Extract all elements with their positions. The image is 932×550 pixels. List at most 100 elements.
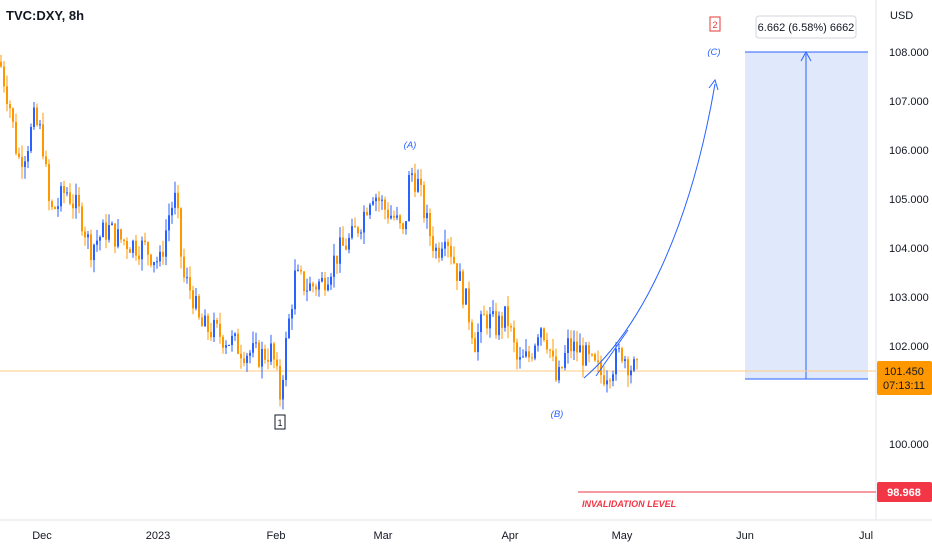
candle-down bbox=[129, 249, 131, 253]
x-tick-label: Apr bbox=[501, 530, 518, 542]
candle-up bbox=[66, 192, 68, 194]
candle-up bbox=[633, 359, 635, 371]
candle-up bbox=[435, 247, 437, 251]
candle-up bbox=[228, 345, 230, 347]
candle-up bbox=[441, 248, 443, 258]
candle-up bbox=[333, 255, 335, 277]
candle-up bbox=[498, 315, 500, 336]
candle-up bbox=[444, 241, 446, 249]
candle-up bbox=[417, 178, 419, 192]
candle-down bbox=[114, 223, 116, 247]
candle-down bbox=[531, 357, 533, 359]
candle-down bbox=[81, 206, 83, 232]
candle-down bbox=[198, 296, 200, 318]
candle-down bbox=[507, 306, 509, 327]
trendline[interactable] bbox=[595, 329, 629, 377]
y-axis-unit: USD bbox=[890, 10, 913, 22]
x-tick-label: Mar bbox=[374, 530, 393, 542]
candle-down bbox=[6, 86, 8, 105]
candle-up bbox=[60, 186, 62, 207]
candle-up bbox=[117, 229, 119, 247]
candle-up bbox=[411, 173, 413, 175]
candle-down bbox=[177, 192, 179, 209]
candle-up bbox=[93, 244, 95, 261]
candle-down bbox=[219, 323, 221, 337]
candle-down bbox=[501, 315, 503, 328]
candle-down bbox=[144, 240, 146, 243]
candle-down bbox=[549, 349, 551, 351]
candle-up bbox=[249, 352, 251, 356]
candle-down bbox=[54, 207, 56, 209]
candle-down bbox=[414, 173, 416, 192]
candle-down bbox=[432, 236, 434, 251]
candle-down bbox=[135, 240, 137, 256]
candle-down bbox=[183, 256, 185, 278]
candle-down bbox=[387, 209, 389, 219]
svg-text:98.968: 98.968 bbox=[887, 487, 921, 499]
candle-down bbox=[192, 290, 194, 309]
candle-down bbox=[150, 254, 152, 266]
candle-down bbox=[402, 223, 404, 230]
candle-down bbox=[582, 345, 584, 366]
wave-label-1: 1 bbox=[274, 414, 286, 430]
y-tick-label: 108.000 bbox=[889, 47, 929, 59]
candle-down bbox=[9, 104, 11, 109]
candle-up bbox=[612, 374, 614, 381]
candle-up bbox=[372, 201, 374, 205]
candle-up bbox=[108, 225, 110, 240]
candle-down bbox=[543, 328, 545, 341]
candle-down bbox=[207, 315, 209, 333]
candle-up bbox=[579, 345, 581, 353]
candle-down bbox=[324, 277, 326, 291]
candle-up bbox=[585, 345, 587, 366]
forecast-curve[interactable] bbox=[583, 83, 716, 379]
candle-down bbox=[342, 237, 344, 246]
candle-down bbox=[594, 354, 596, 361]
candle-down bbox=[69, 192, 71, 204]
candle-up bbox=[297, 269, 299, 271]
candle-up bbox=[225, 345, 227, 348]
candle-down bbox=[303, 271, 305, 292]
candle-up bbox=[168, 215, 170, 231]
candle-up bbox=[213, 319, 215, 338]
candle-up bbox=[381, 199, 383, 201]
candle-up bbox=[405, 221, 407, 230]
candle-down bbox=[621, 348, 623, 362]
candle-up bbox=[477, 332, 479, 353]
y-tick-label: 100.000 bbox=[889, 439, 929, 451]
candle-down bbox=[591, 354, 593, 356]
candle-up bbox=[132, 240, 134, 253]
candle-down bbox=[84, 231, 86, 238]
wave-label-2: 2 bbox=[709, 16, 721, 32]
candle-up bbox=[318, 281, 320, 290]
candle-up bbox=[294, 270, 296, 310]
candle-down bbox=[345, 245, 347, 250]
candle-down bbox=[120, 229, 122, 240]
candle-up bbox=[504, 306, 506, 328]
candle-up bbox=[339, 237, 341, 264]
candle-down bbox=[420, 178, 422, 185]
forecast-arrow-head bbox=[708, 78, 719, 91]
candle-up bbox=[306, 290, 308, 292]
candle-up bbox=[261, 348, 263, 367]
last-price-badge: 101.450 07:13:11 bbox=[877, 361, 932, 395]
candle-down bbox=[216, 319, 218, 324]
projection-label-box bbox=[755, 15, 857, 39]
candle-down bbox=[63, 186, 65, 193]
candle-up bbox=[234, 333, 236, 336]
candles bbox=[0, 54, 638, 410]
svg-text:1: 1 bbox=[277, 418, 282, 428]
candle-up bbox=[141, 240, 143, 260]
candle-up bbox=[522, 356, 524, 358]
candle-down bbox=[456, 263, 458, 281]
candle-down bbox=[279, 366, 281, 400]
invalidation-label: INVALIDATION LEVEL bbox=[582, 499, 676, 509]
candle-up bbox=[465, 288, 467, 305]
candle-down bbox=[423, 184, 425, 219]
candle-down bbox=[21, 156, 23, 168]
candle-down bbox=[510, 326, 512, 328]
candle-down bbox=[399, 215, 401, 224]
candle-up bbox=[321, 277, 323, 282]
chart-symbol-title: TVC:DXY, 8h bbox=[6, 8, 85, 23]
